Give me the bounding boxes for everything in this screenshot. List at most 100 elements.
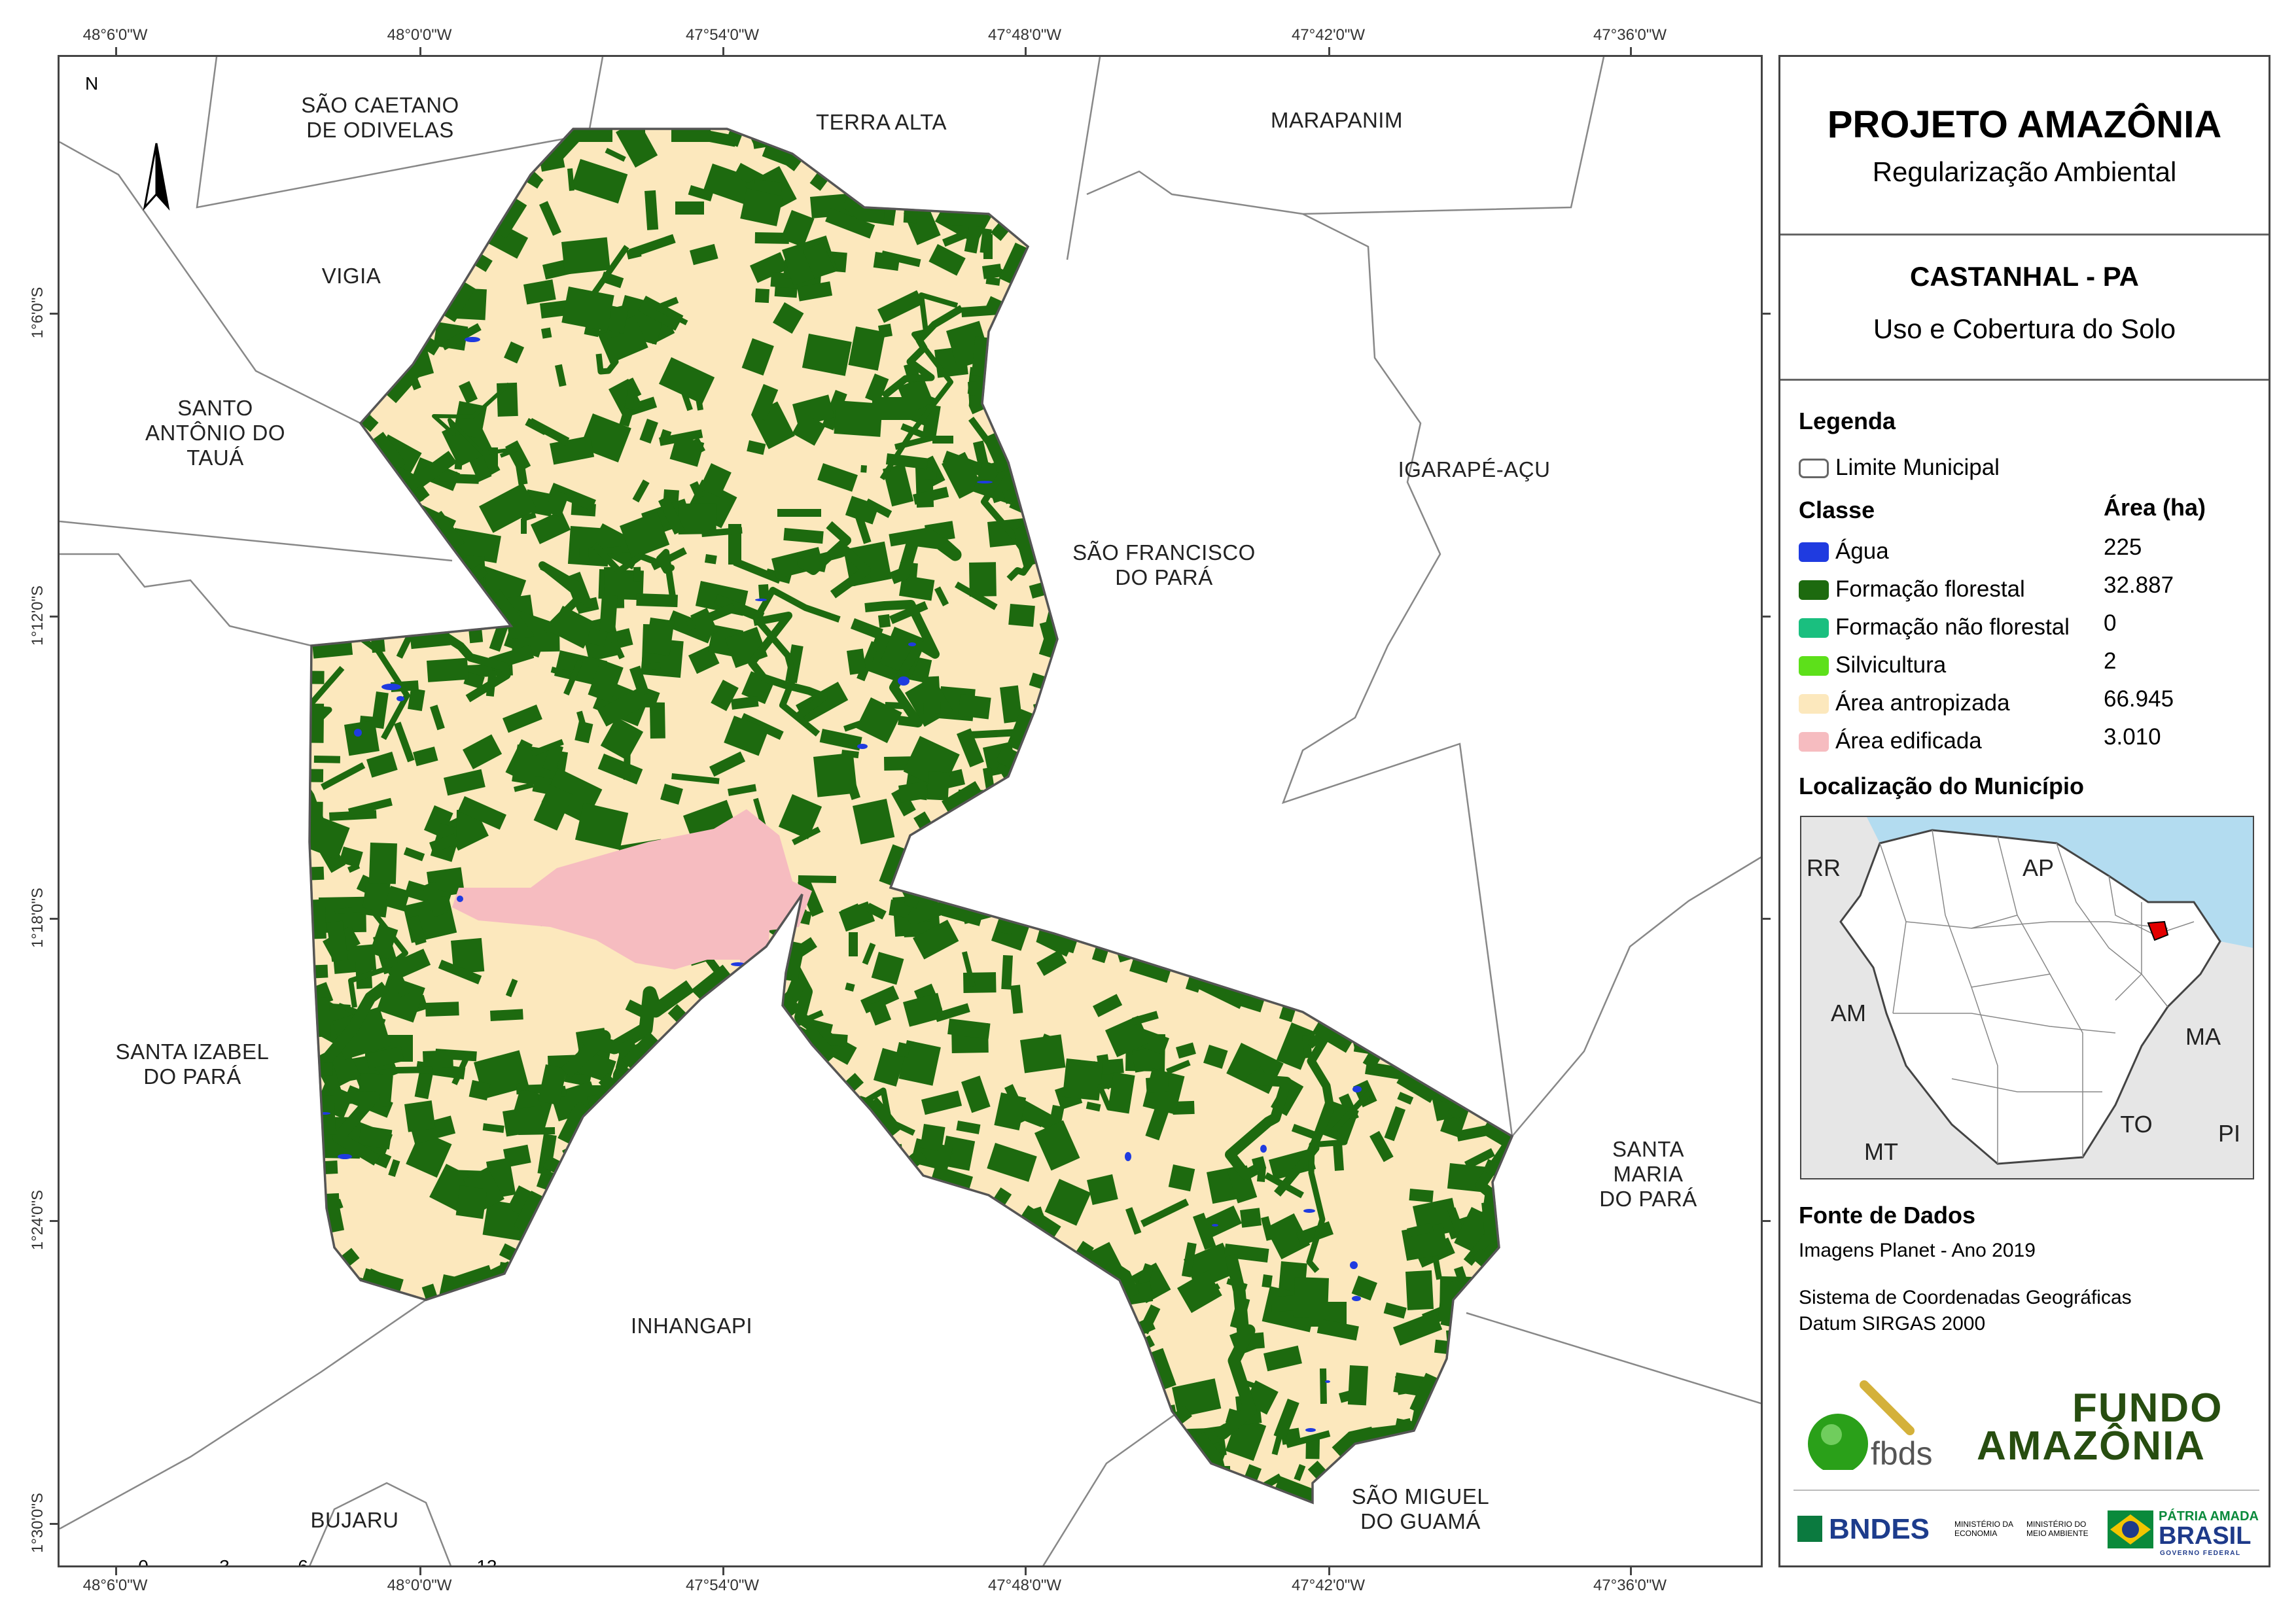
forest-patch	[514, 782, 535, 792]
forest-patch	[1432, 1433, 1492, 1488]
forest-patch	[757, 1089, 797, 1108]
forest-patch	[1190, 601, 1201, 610]
map-frame[interactable]: SÃO CAETANO DE ODIVELAS TERRA ALTA MARAP…	[58, 55, 1763, 1567]
forest-patch	[1090, 1420, 1112, 1452]
inset-municipal-lines	[1879, 829, 2195, 1164]
water-body	[645, 1429, 649, 1438]
forest-patch	[1201, 362, 1222, 377]
forest-patch	[1417, 183, 1433, 202]
forest-corridor	[584, 1256, 704, 1312]
legend-swatch-formacao-nao-florestal	[1799, 618, 1829, 638]
forest-patch	[629, 665, 650, 697]
forest-patch	[809, 1361, 845, 1386]
forest-patch	[1186, 332, 1213, 362]
bndes-logo-text: BNDES	[1829, 1513, 1930, 1545]
forest-patch	[611, 1338, 662, 1369]
forest-patch	[1458, 1083, 1501, 1106]
forest-patch	[486, 1403, 534, 1427]
forest-patch	[600, 716, 644, 761]
forest-patch	[1333, 685, 1384, 707]
forest-patch	[889, 601, 928, 624]
forest-patch	[1096, 1083, 1112, 1110]
forest-patch	[1190, 201, 1200, 237]
forest-patch	[383, 1411, 406, 1445]
forest-patch	[1210, 1466, 1230, 1501]
forest-patch	[1497, 1398, 1512, 1420]
forest-patch	[1469, 1056, 1506, 1082]
forest-patch	[749, 252, 788, 283]
forest-patch	[546, 1465, 581, 1497]
forest-patch	[883, 154, 930, 194]
forest-patch	[624, 389, 636, 410]
forest-patch	[1260, 631, 1274, 642]
location-inset-map[interactable]: RR AP AM MA MT TO PI	[1800, 816, 2254, 1179]
forest-patch	[617, 1138, 644, 1176]
forest-patch	[865, 374, 889, 404]
water-body	[1350, 1261, 1358, 1269]
forest-patch	[1479, 1096, 1502, 1115]
forest-patch	[1449, 160, 1489, 202]
forest-patch	[1102, 1058, 1124, 1075]
forest-patch	[820, 1259, 835, 1271]
forest-patch	[1116, 920, 1137, 952]
forest-patch	[345, 1370, 394, 1414]
forest-patch	[1339, 393, 1353, 434]
forest-patch	[360, 147, 389, 162]
forest-patch	[465, 1484, 499, 1503]
forest-patch	[1510, 911, 1512, 926]
forest-patch	[1386, 497, 1396, 518]
forest-patch	[714, 593, 765, 623]
forest-patch	[731, 696, 759, 710]
forest-patch	[1301, 550, 1342, 585]
forest-corridor	[1474, 1350, 1512, 1457]
forest-patch	[888, 1251, 905, 1268]
forest-patch	[927, 823, 954, 850]
map-canvas[interactable]	[60, 57, 1763, 1567]
forest-patch	[1364, 564, 1386, 597]
forest-patch	[385, 960, 410, 998]
forest-patch	[531, 1439, 552, 1463]
forest-patch	[987, 1142, 1037, 1182]
forest-patch	[1515, 1203, 1544, 1230]
forest-patch	[507, 1490, 542, 1503]
forest-patch	[857, 1298, 883, 1338]
forest-patch	[860, 465, 867, 473]
forest-patch	[423, 304, 437, 318]
forest-patch	[1460, 960, 1510, 1001]
forest-patch	[744, 1171, 775, 1198]
forest-patch	[1324, 756, 1354, 773]
forest-patch	[849, 932, 858, 956]
forest-patch	[970, 144, 1008, 165]
forest-patch	[1210, 652, 1265, 699]
forest-patch	[1168, 1164, 1195, 1192]
water-body	[776, 1045, 792, 1049]
forest-patch	[1295, 415, 1343, 438]
forest-patch	[1256, 1166, 1266, 1182]
forest-patch	[644, 661, 661, 671]
forest-corridor	[748, 612, 828, 722]
forest-patch	[578, 548, 590, 562]
forest-patch	[1222, 499, 1264, 536]
forest-patch	[1239, 433, 1254, 445]
forest-patch	[573, 1378, 590, 1421]
forest-patch	[1125, 287, 1142, 330]
forest-patch	[962, 951, 976, 987]
forest-patch	[1082, 640, 1112, 667]
forest-patch	[351, 1376, 371, 1403]
forest-patch	[1316, 137, 1328, 154]
forest-patch	[802, 333, 852, 376]
forest-patch	[711, 680, 739, 711]
project-subtitle: Regularização Ambiental	[1872, 156, 2177, 187]
forest-patch	[1028, 1315, 1049, 1325]
forest-patch	[1354, 206, 1375, 238]
forest-corridor	[1347, 485, 1437, 615]
scale-label-12km: 12 km	[476, 1556, 497, 1567]
forest-patch	[1263, 1345, 1302, 1372]
forest-patch	[1095, 192, 1143, 228]
forest-patch	[368, 843, 397, 884]
forest-patch	[751, 384, 779, 421]
forest-patch	[459, 381, 478, 404]
forest-patch	[371, 691, 389, 729]
forest-patch	[1220, 920, 1237, 942]
castanhal-municipality[interactable]	[247, 113, 1569, 1567]
